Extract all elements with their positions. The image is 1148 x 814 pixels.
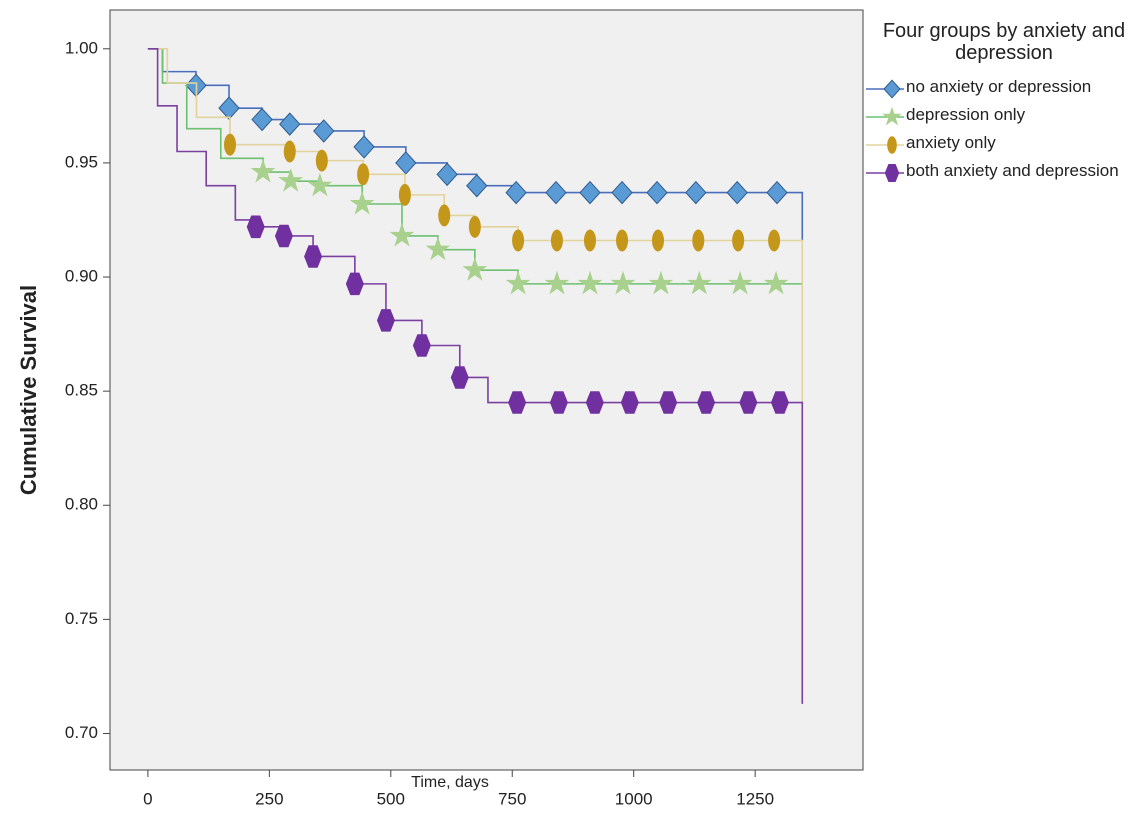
x-tick-label: 0 — [143, 789, 152, 808]
censor-marker — [685, 180, 707, 205]
legend-swatch — [866, 163, 904, 183]
censor-marker — [398, 183, 411, 206]
censor-marker — [251, 107, 273, 132]
censor-marker — [395, 151, 417, 175]
censor-marker — [611, 180, 633, 205]
censor-marker — [739, 391, 758, 414]
legend-title: Four groups by anxiety and depression — [882, 20, 1126, 64]
censor-marker — [274, 224, 293, 248]
censor-marker — [438, 204, 451, 227]
censor-marker — [651, 229, 664, 252]
censor-marker — [505, 270, 531, 295]
censor-marker — [307, 172, 333, 197]
censor-marker — [512, 229, 525, 252]
legend-label: anxiety only — [906, 133, 996, 152]
censor-marker — [648, 270, 674, 295]
legend: Four groups by anxiety and depression no… — [866, 20, 1142, 190]
legend-marker — [882, 106, 902, 126]
plot-area — [109, 9, 864, 771]
censor-marker — [585, 391, 604, 414]
censor-marker — [412, 334, 431, 357]
x-tick-label: 250 — [255, 789, 283, 808]
censor-marker — [468, 215, 481, 238]
survival-curve — [147, 47, 804, 403]
legend-entry: both anxiety and depression — [866, 162, 1142, 184]
legend-swatch — [866, 106, 904, 126]
censor-marker — [550, 229, 563, 252]
censor-marker — [659, 391, 678, 414]
censor-marker — [250, 159, 276, 183]
x-tick-label: 1000 — [615, 789, 653, 808]
legend-label: no anxiety or depression — [906, 77, 1092, 96]
censor-marker — [505, 180, 527, 205]
censor-marker — [389, 222, 415, 247]
censor-marker — [353, 135, 375, 159]
y-tick-label: 0.95 — [65, 152, 98, 171]
censor-marker — [345, 272, 364, 296]
censor-marker — [218, 96, 240, 120]
x-tick-label: 750 — [498, 789, 526, 808]
censor-marker — [450, 366, 469, 389]
legend-swatch — [866, 79, 904, 99]
censor-marker — [770, 391, 789, 414]
censor-marker — [436, 162, 458, 187]
legend-marker — [883, 79, 901, 99]
censor-marker — [508, 391, 527, 414]
censor-marker — [246, 215, 265, 239]
censor-marker — [692, 229, 705, 252]
legend-entry: no anxiety or depression — [866, 78, 1142, 100]
censor-marker — [279, 112, 301, 136]
legend-entry: anxiety only — [866, 134, 1142, 156]
y-tick-label: 0.90 — [65, 267, 98, 286]
y-tick-label: 0.80 — [65, 495, 98, 514]
censor-marker — [686, 270, 712, 295]
x-tick-label: 1250 — [736, 789, 774, 808]
censor-marker — [304, 245, 323, 268]
censor-marker — [349, 190, 375, 215]
censor-marker — [763, 270, 789, 295]
x-axis-label: Time, days — [411, 774, 489, 791]
censor-marker — [732, 229, 745, 252]
censor-marker — [223, 133, 236, 156]
y-axis-label: Cumulative Survival — [16, 285, 41, 495]
censor-marker — [549, 391, 568, 414]
y-tick-label: 1.00 — [65, 38, 98, 57]
legend-label: both anxiety and depression — [906, 161, 1119, 180]
censor-marker — [727, 270, 753, 295]
y-tick-label: 0.85 — [65, 381, 98, 400]
censor-marker — [726, 180, 748, 205]
censor-marker — [466, 173, 488, 198]
censor-marker — [646, 180, 668, 205]
censor-marker — [697, 391, 716, 414]
censor-marker — [577, 270, 603, 295]
legend-entries: no anxiety or depression depression only a… — [866, 78, 1142, 184]
x-tick-label: 500 — [377, 789, 405, 808]
censor-marker — [620, 391, 639, 414]
censor-marker — [425, 236, 451, 261]
legend-entry: depression only — [866, 106, 1142, 128]
censor-marker — [357, 163, 370, 186]
censor-marker — [610, 270, 636, 295]
y-tick-label: 0.70 — [65, 723, 98, 742]
censor-marker — [313, 119, 335, 143]
censor-marker — [278, 168, 304, 192]
censor-marker — [544, 270, 570, 295]
censor-marker — [579, 180, 601, 205]
censor-marker — [315, 149, 328, 172]
legend-marker — [887, 136, 897, 154]
y-tick-label: 0.75 — [65, 609, 98, 628]
censor-marker — [616, 229, 629, 252]
censor-marker — [583, 229, 596, 252]
censor-marker — [768, 229, 781, 252]
censor-marker — [283, 140, 296, 163]
legend-swatch — [866, 136, 904, 154]
legend-marker — [884, 163, 900, 183]
censor-marker — [376, 309, 395, 332]
legend-label: depression only — [906, 105, 1026, 124]
censor-marker — [545, 180, 567, 205]
censor-marker — [766, 180, 788, 205]
censor-marker — [462, 257, 488, 281]
